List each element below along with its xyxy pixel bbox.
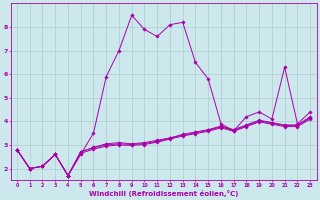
- X-axis label: Windchill (Refroidissement éolien,°C): Windchill (Refroidissement éolien,°C): [89, 190, 238, 197]
